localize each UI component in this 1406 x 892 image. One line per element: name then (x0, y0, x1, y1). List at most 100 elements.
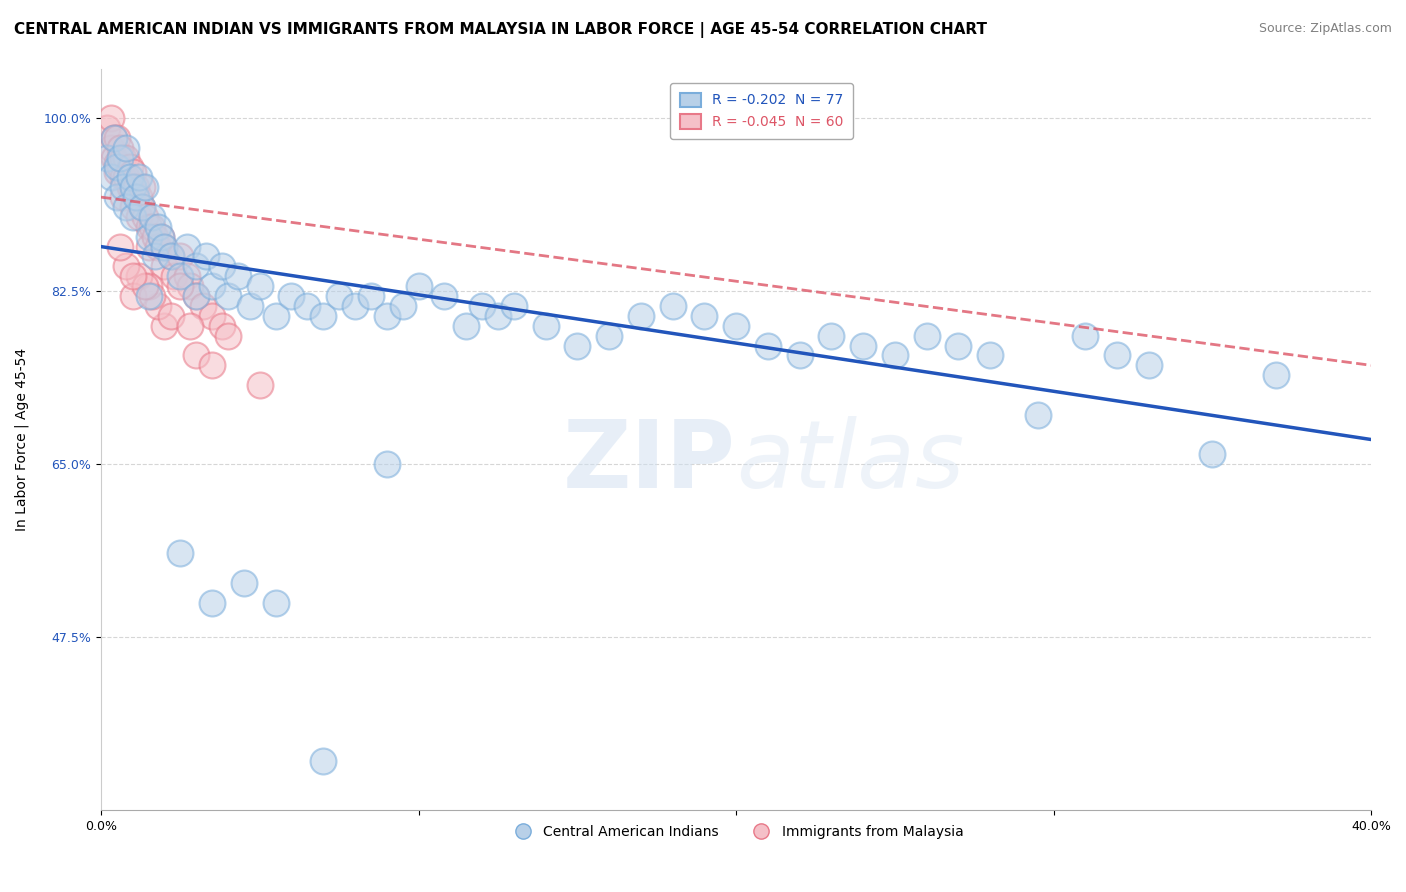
Text: Source: ZipAtlas.com: Source: ZipAtlas.com (1258, 22, 1392, 36)
Legend: Central American Indians, Immigrants from Malaysia: Central American Indians, Immigrants fro… (503, 819, 969, 845)
Point (131, 180, 153, 194)
Point (179, 279, 201, 293)
Point (128, 269, 150, 284)
Point (112, 180, 135, 194)
Point (112, 170, 135, 185)
Point (146, 219, 169, 234)
Point (125, 180, 148, 194)
Point (118, 180, 141, 194)
Point (138, 239, 160, 253)
Point (169, 250, 191, 264)
Point (201, 596, 224, 610)
Text: CENTRAL AMERICAN INDIAN VS IMMIGRANTS FROM MALAYSIA IN LABOR FORCE | AGE 45-54 C: CENTRAL AMERICAN INDIAN VS IMMIGRANTS FR… (14, 22, 987, 38)
Point (153, 318, 176, 333)
Point (112, 190, 135, 204)
Point (138, 289, 160, 303)
Point (121, 180, 143, 194)
Point (121, 269, 143, 284)
Point (226, 269, 249, 284)
Point (1074, 328, 1097, 343)
Point (201, 309, 224, 323)
Point (217, 328, 239, 343)
Point (186, 260, 208, 274)
Point (108, 151, 131, 165)
Point (191, 299, 214, 313)
Point (146, 239, 169, 253)
Point (115, 200, 138, 214)
Point (176, 239, 198, 253)
Point (128, 210, 150, 224)
Point (131, 200, 153, 214)
Point (143, 229, 166, 244)
Point (105, 165, 128, 179)
Point (756, 338, 779, 352)
Point (141, 219, 163, 234)
Point (630, 309, 652, 323)
Point (948, 338, 970, 352)
Point (112, 151, 135, 165)
Point (115, 151, 138, 165)
Point (103, 130, 125, 145)
Point (125, 190, 148, 204)
Point (534, 318, 557, 333)
Point (391, 299, 413, 313)
Point (146, 299, 169, 313)
Point (297, 299, 319, 313)
Point (141, 210, 163, 224)
Point (108, 161, 131, 175)
Point (138, 219, 160, 234)
Y-axis label: In Labor Force | Age 45-54: In Labor Force | Age 45-54 (15, 348, 30, 531)
Point (186, 348, 208, 362)
Point (134, 180, 156, 194)
Point (150, 229, 173, 244)
Point (153, 239, 176, 253)
Point (105, 130, 128, 145)
Point (118, 170, 141, 185)
Point (486, 309, 509, 323)
Point (153, 239, 176, 253)
Point (408, 279, 430, 293)
Point (121, 200, 143, 214)
Point (115, 170, 138, 185)
Point (343, 299, 366, 313)
Point (217, 289, 239, 303)
Point (249, 378, 271, 392)
Point (1201, 447, 1223, 461)
Point (211, 318, 233, 333)
Point (131, 200, 153, 214)
Point (128, 170, 150, 185)
Point (249, 279, 271, 293)
Point (1105, 348, 1128, 362)
Point (471, 299, 494, 313)
Point (100, 170, 122, 185)
Point (153, 260, 176, 274)
Point (1137, 359, 1160, 373)
Point (433, 289, 456, 303)
Point (138, 229, 160, 244)
Point (186, 289, 208, 303)
Point (264, 596, 287, 610)
Point (169, 269, 191, 284)
Point (121, 289, 143, 303)
Point (360, 289, 382, 303)
Point (100, 111, 122, 125)
Point (724, 318, 747, 333)
Point (160, 250, 183, 264)
Point (138, 279, 160, 293)
Point (176, 269, 198, 284)
Point (567, 338, 589, 352)
Point (100, 141, 122, 155)
Point (312, 754, 335, 768)
Point (979, 348, 1001, 362)
Point (163, 269, 186, 284)
Point (598, 328, 620, 343)
Point (103, 151, 125, 165)
Point (105, 190, 128, 204)
Point (232, 576, 254, 591)
Point (789, 348, 811, 362)
Point (239, 299, 262, 313)
Point (456, 318, 478, 333)
Point (820, 328, 842, 343)
Point (141, 289, 163, 303)
Point (1026, 408, 1049, 422)
